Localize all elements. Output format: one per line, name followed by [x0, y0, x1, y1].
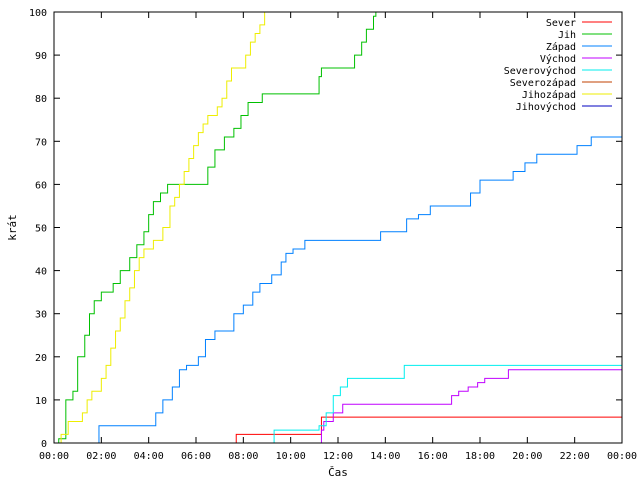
- series-line-3: [54, 369, 622, 444]
- y-tick-label: 70: [35, 137, 47, 148]
- legend-label: Jihovýchod: [516, 101, 576, 113]
- y-tick-label: 90: [35, 51, 47, 62]
- y-tick-label: 60: [35, 180, 47, 191]
- series-line-0: [54, 416, 622, 444]
- x-axis-label: Čas: [328, 466, 348, 479]
- x-tick-label: 10:00: [276, 451, 306, 462]
- legend-label: Severovýchod: [504, 65, 576, 77]
- legend: SeverJihZápadVýchodSeverovýchodSeverozáp…: [504, 18, 612, 113]
- series-line-6: [54, 12, 266, 444]
- series-line-1: [54, 12, 377, 444]
- series-line-2: [54, 136, 622, 444]
- y-tick-label: 30: [35, 310, 47, 321]
- x-tick-label: 04:00: [134, 451, 164, 462]
- y-tick-label: 40: [35, 267, 47, 278]
- legend-label: Východ: [540, 53, 576, 65]
- ticks-layer: 0 10 20 30 40 50 60 70 80 90 100 00:00 02:00 04:00 06:…: [29, 8, 637, 462]
- y-tick-label: 10: [35, 396, 47, 407]
- x-tick-label: 16:00: [418, 451, 448, 462]
- y-tick-label: 50: [35, 224, 47, 235]
- x-tick-label: 02:00: [86, 451, 116, 462]
- x-tick-label: 00:00: [39, 451, 69, 462]
- series-line-4: [54, 364, 622, 444]
- x-tick-label: 08:00: [228, 451, 258, 462]
- legend-label: Jih: [558, 30, 576, 41]
- x-tick-label: 06:00: [181, 451, 211, 462]
- y-tick-label: 100: [29, 8, 47, 19]
- x-tick-label: 22:00: [560, 451, 590, 462]
- legend-label: Západ: [546, 41, 576, 53]
- x-tick-label: 20:00: [512, 451, 542, 462]
- x-tick-label: 18:00: [465, 451, 495, 462]
- x-tick-label: 12:00: [323, 451, 353, 462]
- x-tick-label: 00:00: [607, 451, 637, 462]
- y-tick-label: 0: [41, 439, 47, 450]
- legend-label: Severozápad: [510, 77, 576, 89]
- legend-label: Sever: [546, 18, 576, 29]
- x-tick-label: 14:00: [370, 451, 400, 462]
- y-tick-label: 80: [35, 94, 47, 105]
- y-axis-label: krát: [6, 214, 19, 241]
- y-tick-label: 20: [35, 353, 47, 364]
- legend-label: Jihozápad: [522, 89, 576, 101]
